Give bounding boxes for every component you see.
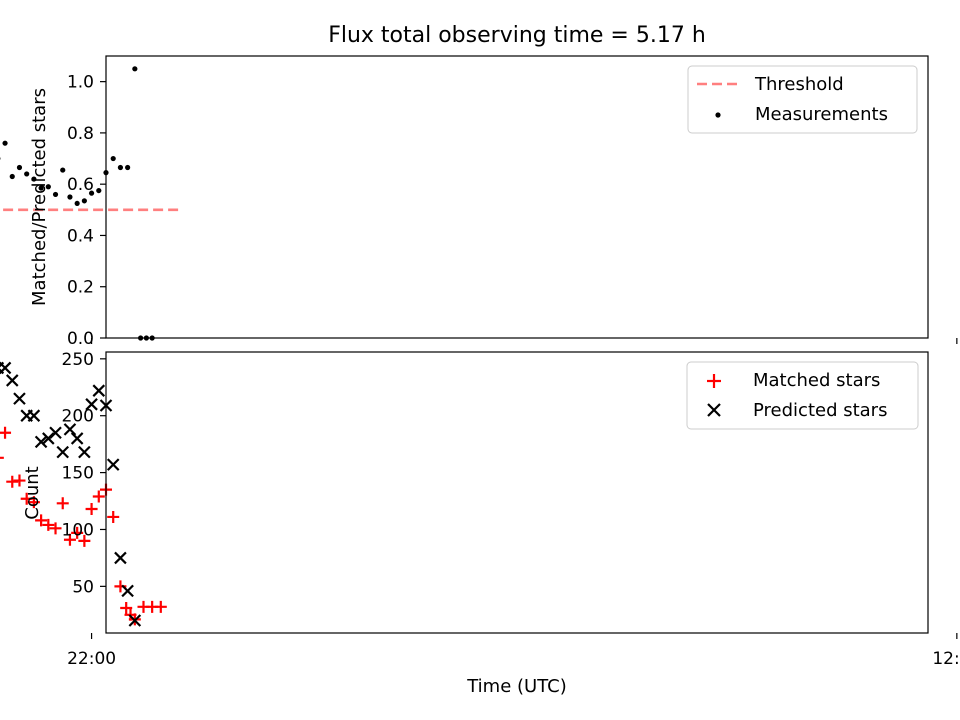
y-tick-label: 100 (62, 520, 94, 540)
measurement-point (117, 164, 124, 171)
measurement-point (81, 198, 87, 204)
measurement-point (24, 171, 30, 177)
measurement-points (0, 66, 155, 341)
bottom-y-axis-label: Count (22, 466, 43, 519)
predicted-star-point (5, 374, 19, 387)
measurement-point (60, 167, 66, 173)
matched-star-point (6, 475, 19, 488)
predicted-star-point (128, 614, 142, 627)
measurements-legend-label: Measurements (755, 104, 888, 125)
matched-star-point (35, 514, 48, 527)
bottom-y-ticks: 50 100 150 200 250 (62, 350, 106, 597)
predicted-star-point (20, 409, 33, 422)
x-axis-label: Time (UTC) (466, 676, 567, 697)
top-legend: Threshold Measurements (687, 65, 918, 134)
measurement-point (67, 194, 73, 200)
predicted-star-point (85, 398, 98, 411)
top-axes-frame (105, 55, 929, 339)
matched-star-point (20, 492, 33, 505)
bottom-legend: Matched stars Predicted stars (686, 361, 919, 430)
measurement-point (31, 176, 37, 182)
measurement-point (88, 190, 95, 196)
measurement-point (132, 66, 138, 72)
bottom-axes-frame (105, 351, 929, 634)
predicted-star-point (42, 432, 55, 445)
y-tick-label: 150 (62, 464, 94, 484)
y-tick-label: 0.6 (67, 175, 94, 195)
predicted-legend-label: Predicted stars (753, 400, 887, 421)
matched-star-point (71, 526, 84, 539)
measurement-point (74, 200, 80, 207)
top-y-ticks: 0.0 0.2 0.4 0.6 0.8 1.0 (67, 73, 106, 349)
chart-title: Flux total observing time = 5.17 h (328, 23, 706, 48)
matched-star-point (78, 534, 91, 547)
top-y-axis-label: Matched/Predicted stars (29, 88, 50, 306)
matched-star-point (42, 518, 55, 531)
matched-star-point (120, 601, 133, 614)
predicted-star-point (0, 361, 5, 375)
y-tick-label: 0.0 (67, 329, 94, 349)
y-tick-label: 0.2 (67, 278, 94, 298)
matched-star-point (137, 600, 150, 613)
y-tick-label: 0.8 (67, 124, 94, 144)
predicted-star-point (63, 423, 77, 436)
top-x-ticks (90, 338, 958, 344)
measurement-point (125, 164, 131, 171)
predicted-star-point (106, 458, 120, 471)
matched-star-point (0, 426, 12, 439)
matched-legend-label: Matched stars (753, 370, 880, 391)
predicted-star-point (114, 551, 127, 565)
top-panel: 0.0 0.2 0.4 0.6 0.8 1.0 Matched/Predicted sta… (0, 55, 958, 349)
predicted-star-point (70, 432, 84, 445)
predicted-star-point (121, 584, 134, 598)
bottom-legend-box (686, 361, 919, 430)
measurement-point (2, 140, 8, 146)
bottom-panel: 50 100 150 200 250 22:0000:0002:0004:0006:00… (0, 350, 960, 697)
predicted-star-point (34, 435, 48, 449)
matched-star-point (85, 502, 98, 515)
matched-star-point (56, 497, 69, 510)
measurement-point (38, 185, 44, 191)
measurement-point (52, 191, 59, 198)
measurement-point (96, 187, 102, 194)
matched-legend-swatch (707, 374, 721, 388)
matched-star-point (13, 474, 26, 487)
top-legend-box (687, 65, 918, 134)
measurement-point (45, 184, 51, 190)
y-tick-label: 200 (62, 407, 94, 427)
predicted-star-point (78, 445, 91, 459)
y-tick-label: 50 (72, 577, 94, 597)
matched-star-point (107, 510, 120, 523)
predicted-star-point (92, 384, 106, 397)
matched-star-point (49, 522, 62, 535)
matched-star-point (27, 496, 40, 509)
matched-star-point (92, 490, 105, 503)
y-tick-label: 0.4 (67, 226, 94, 246)
threshold-legend-label: Threshold (754, 74, 844, 95)
matched-star-point (0, 456, 4, 459)
measurement-point (16, 164, 23, 171)
measurements-legend-swatch (715, 112, 721, 118)
matched-star-points (0, 426, 167, 626)
predicted-star-point (13, 392, 26, 405)
y-tick-label: 1.0 (67, 73, 94, 93)
measurement-point (110, 155, 116, 162)
measurement-point (9, 173, 15, 180)
y-tick-label: 250 (62, 350, 94, 370)
x-tick-label: 12:00 (932, 649, 960, 669)
predicted-star-point (56, 445, 70, 459)
matched-star-point (63, 533, 76, 546)
x-tick-label: 22:00 (67, 649, 116, 669)
predicted-legend-swatch (707, 403, 721, 417)
